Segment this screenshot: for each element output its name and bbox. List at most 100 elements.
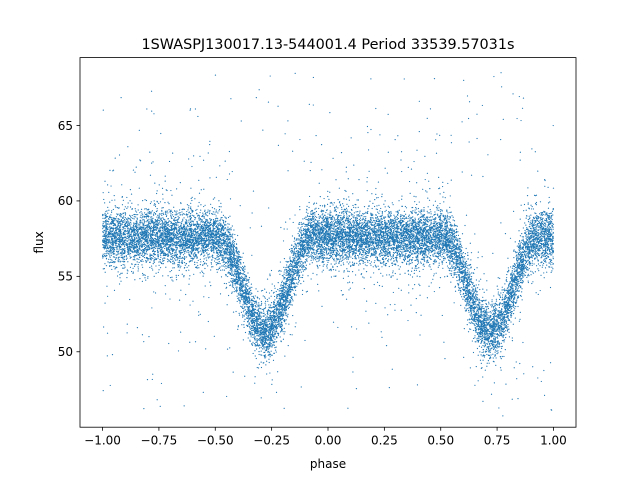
data-point (493, 382, 495, 384)
data-point (460, 241, 462, 243)
data-point (288, 272, 291, 274)
data-point (221, 245, 224, 247)
data-point (106, 285, 108, 287)
data-point (188, 283, 190, 285)
data-point (548, 258, 551, 261)
data-point (168, 225, 170, 228)
data-point (240, 297, 242, 299)
data-point (530, 220, 532, 222)
data-point (308, 195, 311, 198)
data-point (358, 236, 360, 238)
data-point (231, 242, 233, 244)
data-point (198, 216, 200, 218)
data-point (382, 237, 384, 240)
data-point (488, 344, 491, 346)
data-point (527, 202, 529, 204)
data-point (279, 321, 281, 323)
data-point (248, 281, 250, 283)
data-point (203, 205, 205, 208)
data-point (552, 223, 555, 225)
data-point (533, 263, 535, 265)
data-point (431, 243, 433, 245)
data-point (520, 279, 522, 282)
data-point (448, 255, 450, 257)
data-point (418, 267, 420, 269)
data-point (151, 110, 153, 112)
data-point (202, 260, 205, 263)
data-point (249, 309, 251, 311)
data-point (201, 214, 204, 217)
data-point (450, 134, 452, 136)
data-point (409, 218, 411, 220)
data-point (275, 346, 277, 348)
data-point (335, 249, 337, 251)
data-point (188, 219, 190, 221)
data-point (275, 323, 277, 325)
data-point (496, 309, 498, 311)
data-point (139, 159, 141, 161)
data-point (269, 356, 271, 358)
data-point (501, 347, 503, 349)
data-point (345, 242, 347, 244)
data-point (421, 224, 424, 226)
data-point (370, 239, 372, 241)
data-point (501, 305, 504, 307)
data-point (433, 249, 435, 252)
data-point (329, 222, 332, 224)
data-point (201, 234, 203, 236)
data-point (244, 375, 246, 377)
data-point (535, 243, 537, 245)
data-point (545, 251, 548, 253)
data-point (444, 231, 446, 233)
data-point (126, 207, 128, 209)
data-point (146, 379, 149, 381)
data-point (150, 211, 152, 213)
data-point (524, 274, 527, 276)
data-point (467, 265, 469, 267)
data-point (551, 222, 554, 224)
data-point (379, 134, 381, 136)
data-point (227, 216, 230, 219)
data-point (339, 249, 341, 251)
data-point (286, 315, 288, 317)
data-point (239, 302, 241, 304)
data-point (492, 252, 494, 254)
data-point (350, 265, 352, 268)
data-point (519, 362, 521, 365)
data-point (293, 237, 296, 239)
data-point (403, 230, 406, 232)
data-point (139, 278, 141, 280)
data-point (329, 205, 331, 208)
data-point (132, 242, 134, 244)
data-point (450, 211, 452, 213)
data-point (497, 277, 499, 279)
data-point (537, 247, 539, 249)
data-point (114, 268, 116, 270)
data-point (506, 327, 508, 329)
data-point (291, 265, 293, 268)
data-point (113, 219, 115, 221)
data-point (444, 358, 446, 360)
data-point (415, 212, 417, 214)
data-point (166, 258, 169, 260)
data-point (417, 262, 420, 264)
data-point (202, 224, 204, 226)
data-point (183, 258, 186, 261)
data-point (267, 319, 270, 321)
data-point (150, 257, 153, 259)
data-point (162, 212, 164, 214)
data-point (153, 113, 155, 115)
data-point (476, 267, 478, 269)
data-point (347, 407, 349, 409)
data-point (304, 217, 306, 219)
data-point (317, 257, 319, 260)
data-point (193, 273, 195, 275)
data-point (543, 277, 545, 279)
data-point (369, 221, 371, 224)
data-point (288, 268, 290, 270)
data-point (145, 279, 147, 281)
data-point (306, 258, 308, 260)
data-point (345, 212, 348, 215)
data-point (320, 224, 322, 226)
data-point (198, 201, 200, 204)
